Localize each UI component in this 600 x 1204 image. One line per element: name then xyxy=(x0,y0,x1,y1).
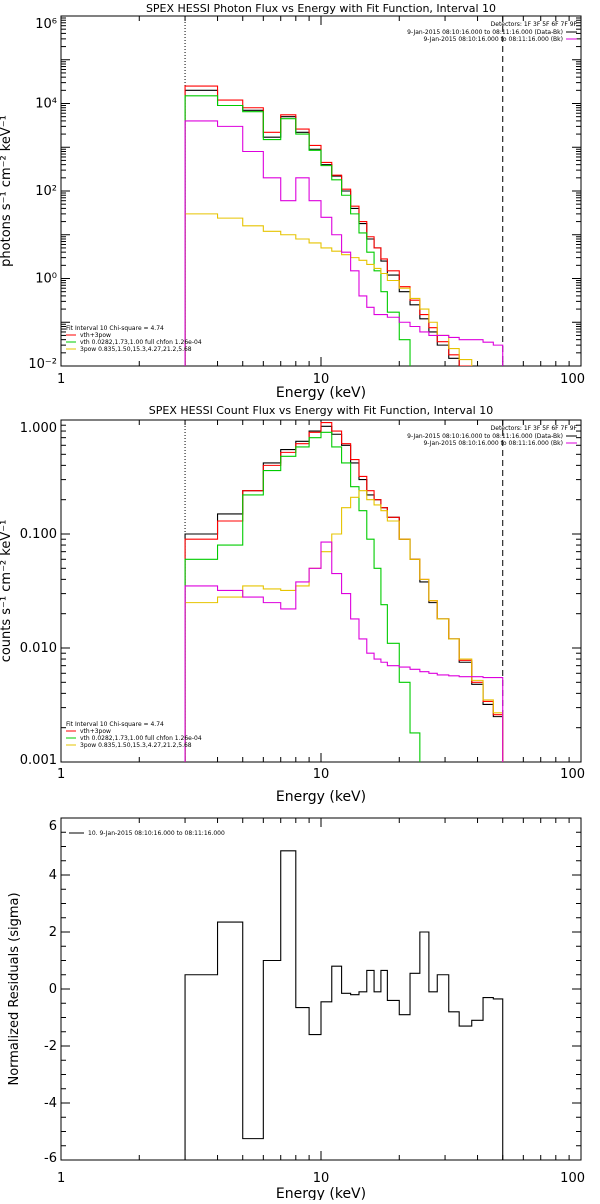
series-line-1 xyxy=(184,850,504,1160)
y-tick-label: 6 xyxy=(49,819,57,834)
chart-title: SPEX HESSI Photon Flux vs Energy with Fi… xyxy=(146,2,496,15)
legend-entry: vth 0.0282,1.73,1.00 full chfon 1.26e-04 xyxy=(80,735,202,742)
y-tick-label: 10⁴ xyxy=(35,97,57,112)
series-line-5 xyxy=(184,120,504,366)
legend-entry: 9-Jan-2015 08:10:16.000 to 08:11:16.000 … xyxy=(407,29,563,36)
x-tick-label: 100 xyxy=(560,372,585,387)
x-tick-label: 10 xyxy=(313,1171,330,1186)
y-tick-label: 0.100 xyxy=(20,527,57,542)
y-axis: 10⁻² 10⁰ 10² 10⁴ 10⁶ xyxy=(28,17,581,372)
y-tick-label: 2 xyxy=(49,925,57,940)
legend-bottom: Fit Interval 10 Chi-square = 4.74vth+3po… xyxy=(66,721,202,749)
x-tick-label: 10 xyxy=(313,372,330,387)
y-tick-label: -2 xyxy=(44,1039,57,1054)
legend-header: Fit Interval 10 Chi-square = 4.74 xyxy=(66,721,164,728)
panel-3: 1 10 100 -6 -4 -2 0 2 4 6 Energy (keV) Normalized R… xyxy=(7,817,585,1202)
series-line-3 xyxy=(184,431,421,762)
series-line-5 xyxy=(184,541,504,762)
y-tick-label: 10² xyxy=(35,184,57,199)
x-axis-label: Energy (keV) xyxy=(276,789,366,805)
x-axis-label: Energy (keV) xyxy=(276,385,366,401)
plot-area xyxy=(184,850,504,1160)
y-axis: 0.001 0.010 0.100 1.000 xyxy=(20,421,581,768)
legend-entry: 9-Jan-2015 08:10:16.000 to 08:11:16.000 … xyxy=(407,433,563,440)
y-tick-label: 4 xyxy=(49,868,57,883)
legend-top: Detectors: 1F 3F 5F 6F 7F 9F9-Jan-2015 0… xyxy=(407,21,577,43)
x-tick-label: 1 xyxy=(57,767,65,782)
y-tick-label: 0.010 xyxy=(20,641,57,656)
y-tick-label: 1.000 xyxy=(20,421,57,436)
y-axis: -6 -4 -2 0 2 4 6 xyxy=(44,819,581,1166)
x-tick-label: 1 xyxy=(57,1171,65,1186)
y-tick-label: -6 xyxy=(44,1151,57,1166)
legend-top: Detectors: 1F 3F 5F 6F 7F 9F9-Jan-2015 0… xyxy=(407,425,577,447)
x-tick-label: 100 xyxy=(560,767,585,782)
panel-1: 1 10 100 10⁻² 10⁰ 10² 10⁴ 10⁶ SPEX HESSI Photon … xyxy=(0,2,585,401)
x-tick-label: 100 xyxy=(560,1171,585,1186)
legend-header: Detectors: 1F 3F 5F 6F 7F 9F xyxy=(491,425,578,432)
y-tick-label: 10⁶ xyxy=(35,17,57,32)
legend-entry: 3pow 0.835,1.50,15.3,4.27,21.2,5.68 xyxy=(80,742,192,749)
legend-bottom: Fit Interval 10 Chi-square = 4.74vth+3po… xyxy=(66,325,202,353)
legend-header: Fit Interval 10 Chi-square = 4.74 xyxy=(66,325,164,332)
legend-entry: vth+3pow xyxy=(80,728,111,735)
x-tick-label: 1 xyxy=(57,372,65,387)
x-axis: 1 10 100 xyxy=(57,818,585,1186)
y-tick-label: 10⁻² xyxy=(28,357,57,372)
y-axis-label: photons s⁻¹ cm⁻² keV⁻¹ xyxy=(0,115,14,267)
x-axis-label: Energy (keV) xyxy=(276,1186,366,1200)
series-line-4 xyxy=(184,490,504,762)
y-tick-label: 10⁰ xyxy=(35,272,57,287)
legend-entry: vth+3pow xyxy=(80,332,111,339)
panel-2: 1 10 100 0.001 0.010 0.100 1.000 SPEX HESSI Cou… xyxy=(0,404,585,805)
x-tick-label: 10 xyxy=(313,767,330,782)
plot-area xyxy=(184,16,504,366)
legend-header: Detectors: 1F 3F 5F 6F 7F 9F xyxy=(491,21,578,28)
legend-entry: 3pow 0.835,1.50,15.3,4.27,21.2,5.68 xyxy=(80,346,192,353)
y-tick-label: 0 xyxy=(49,982,57,997)
y-tick-label: 0.001 xyxy=(20,753,57,768)
plot-area xyxy=(184,420,504,762)
legend-entry: 9-Jan-2015 08:10:16.000 to 08:11:16.000 … xyxy=(423,36,563,43)
series-line-2 xyxy=(184,421,504,762)
series-line-4 xyxy=(184,213,473,366)
y-tick-label: -4 xyxy=(44,1096,57,1111)
series-line-2 xyxy=(184,85,473,366)
legend-entry: 10. 9-Jan-2015 08:10:16.000 to 08:11:16.… xyxy=(88,830,225,837)
legend: 10. 9-Jan-2015 08:10:16.000 to 08:11:16.… xyxy=(69,830,225,837)
y-axis-label: Normalized Residuals (sigma) xyxy=(7,892,22,1085)
legend-entry: 9-Jan-2015 08:10:16.000 to 08:11:16.000 … xyxy=(423,440,563,447)
y-axis-label: counts s⁻¹ cm⁻² keV⁻¹ xyxy=(0,520,14,663)
x-axis: 1 10 100 xyxy=(57,16,585,387)
series-line-1 xyxy=(184,425,504,762)
series-line-3 xyxy=(184,95,411,366)
legend-entry: vth 0.0282,1.73,1.00 full chfon 1.26e-04 xyxy=(80,339,202,346)
chart-title: SPEX HESSI Count Flux vs Energy with Fit… xyxy=(149,404,493,417)
